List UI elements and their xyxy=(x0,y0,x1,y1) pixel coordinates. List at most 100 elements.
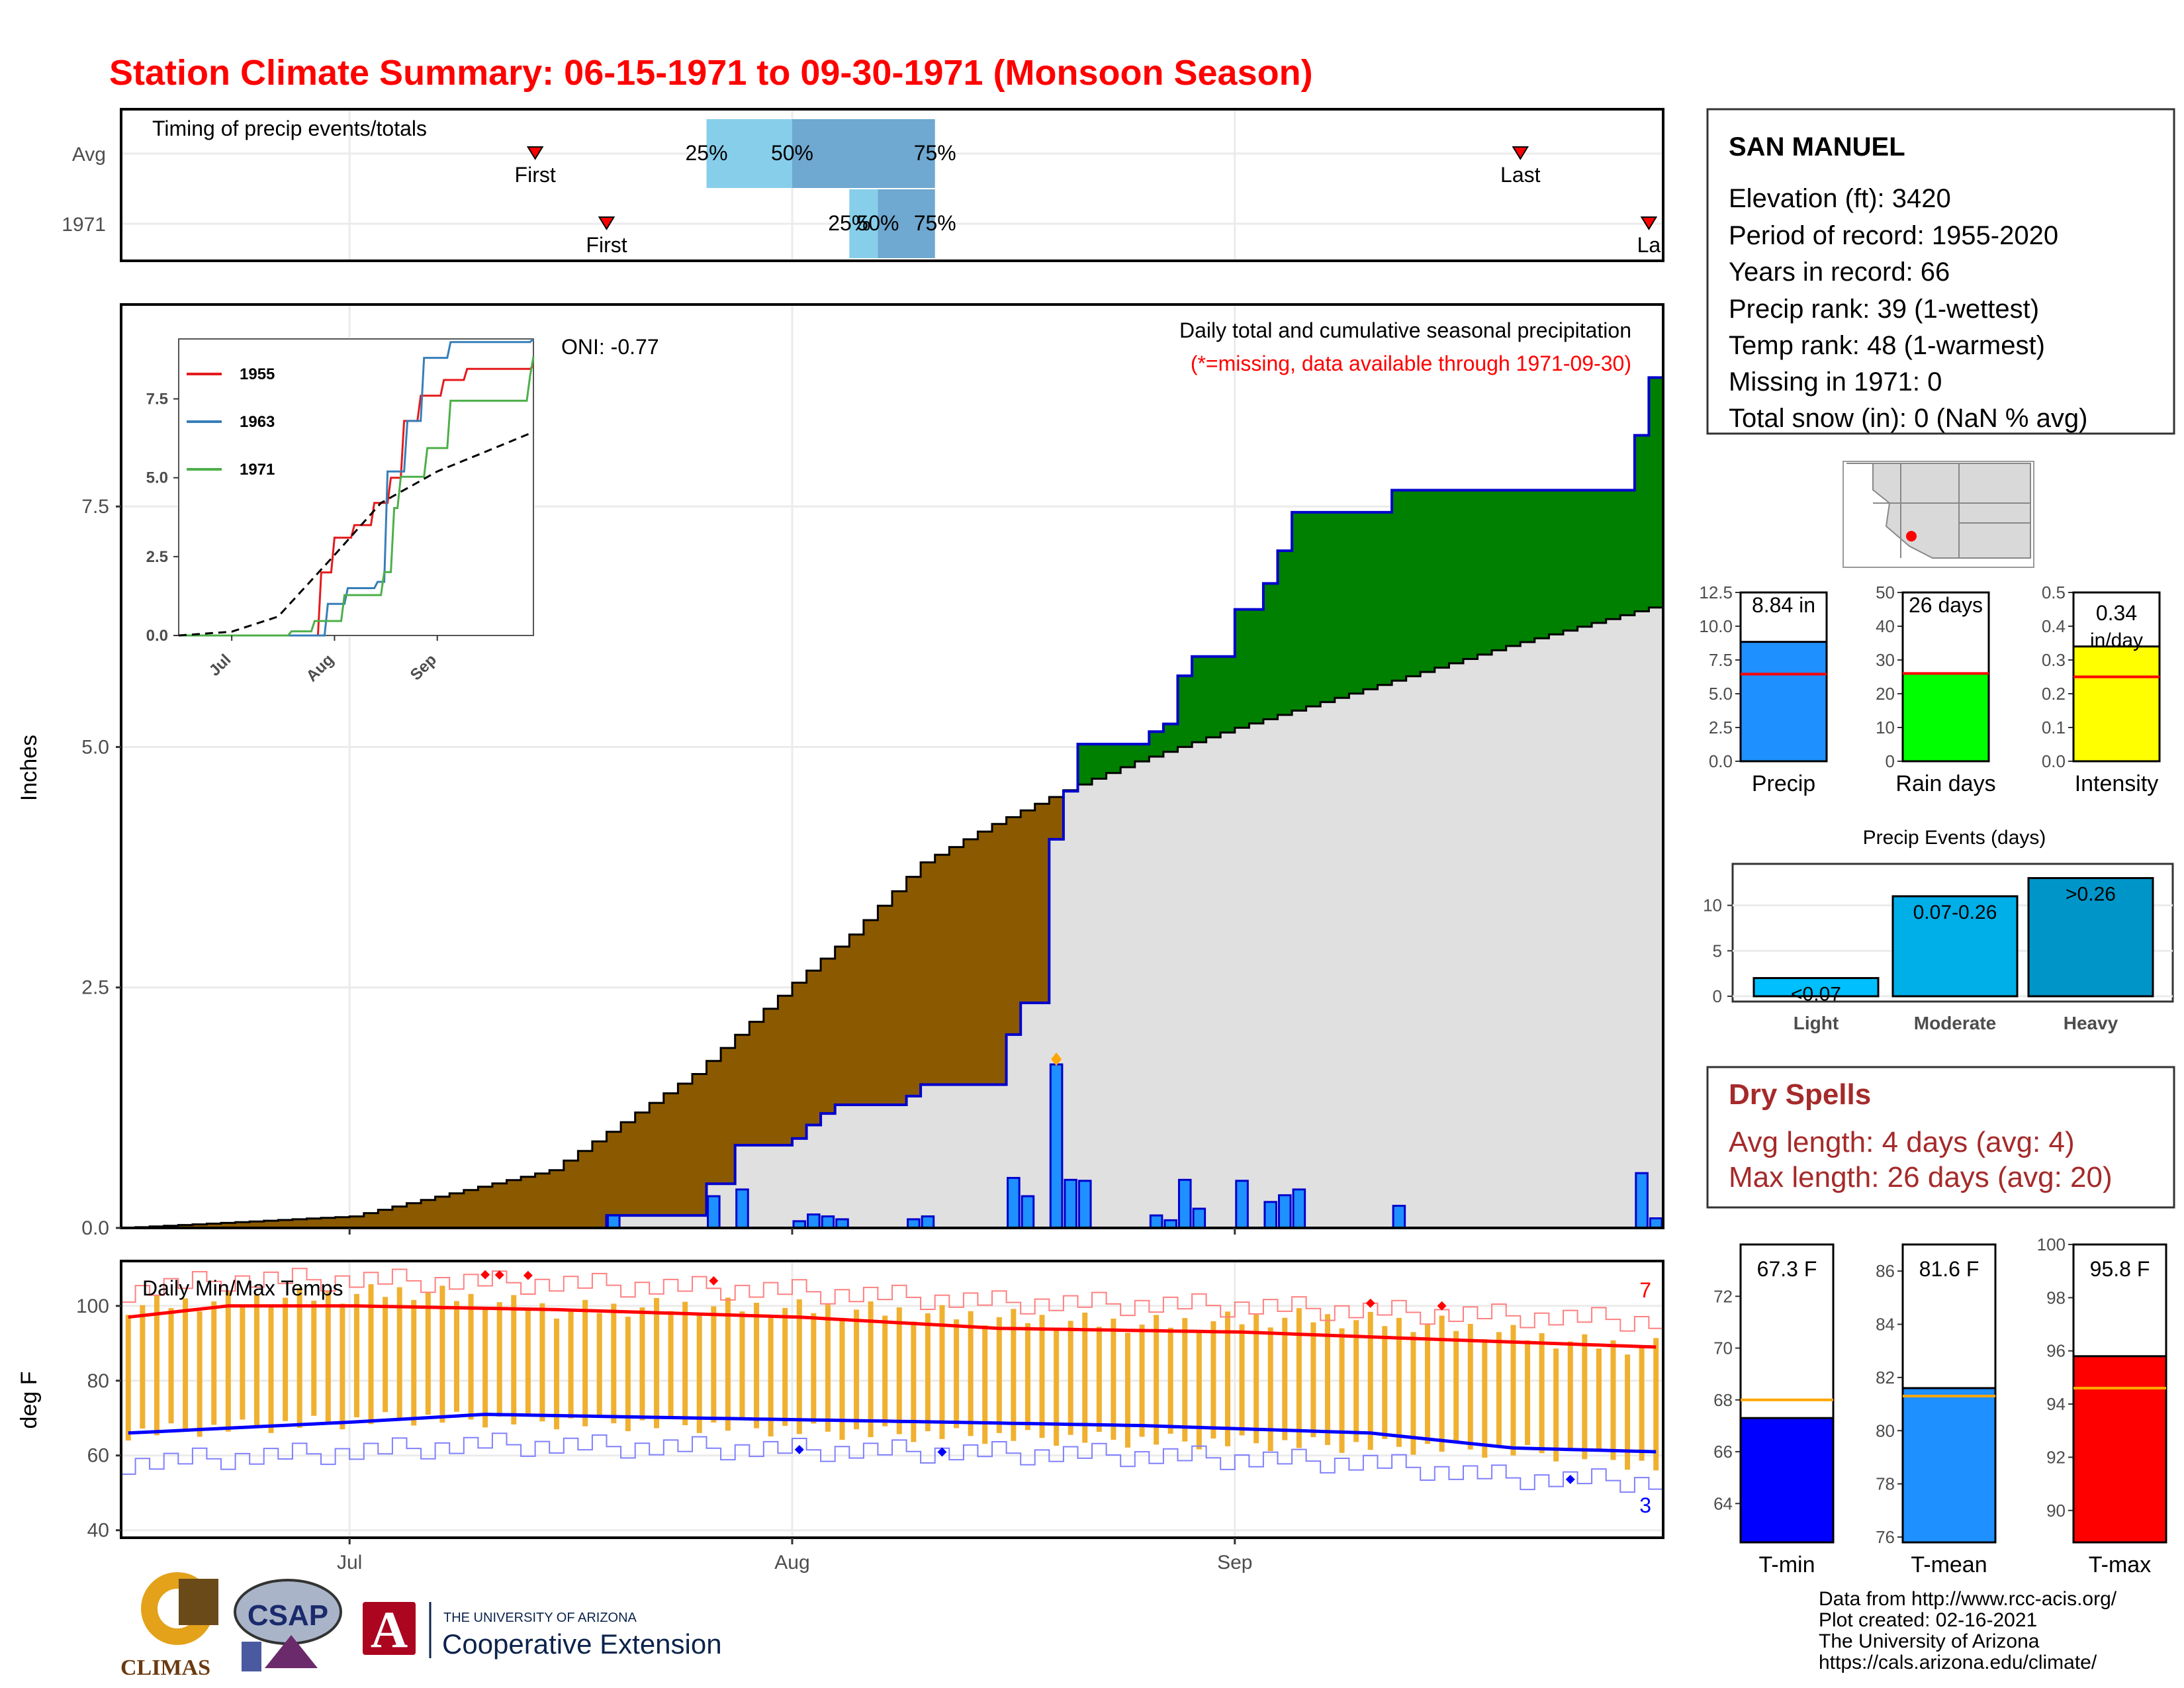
daily-temp-bar xyxy=(1553,1348,1559,1462)
daily-temp-bar xyxy=(1410,1332,1416,1455)
daily-precip-bar xyxy=(1064,1178,1077,1229)
record-high-marker xyxy=(494,1270,504,1280)
temp-summary-bar-0 xyxy=(1739,1417,1835,1544)
daily-temp-bar xyxy=(1224,1311,1230,1446)
surplus-area-segment xyxy=(1392,490,1407,681)
ua-logo: A THE UNIVERSITY OF ARIZONA Cooperative … xyxy=(363,1601,722,1660)
temp-summary-tick-label: 86 xyxy=(1876,1261,1895,1281)
timing-q25-label: 25% xyxy=(686,141,728,165)
temp-summary-tick-label: 76 xyxy=(1876,1527,1895,1547)
events-tick-label: 5 xyxy=(1713,941,1722,961)
daily-temp-bar xyxy=(982,1325,988,1444)
daily-temp-bar xyxy=(1267,1327,1273,1452)
surplus-area-segment xyxy=(1420,490,1435,673)
daily-precip-bar xyxy=(735,1188,749,1229)
timing-label: Timing of precip events/totals xyxy=(152,117,427,140)
daily-temp-bar xyxy=(411,1299,417,1426)
deficit-area-segment xyxy=(506,1180,522,1228)
daily-temp-bar xyxy=(383,1297,388,1413)
surplus-area-segment xyxy=(1649,377,1664,608)
summary-tick-label: 0.4 xyxy=(2042,616,2066,636)
info-missing: Missing in 1971: 0 xyxy=(1729,367,1942,397)
deficit-area-segment xyxy=(435,1196,450,1228)
deficit-area-segment xyxy=(578,1150,593,1228)
temp-summary-tick-label: 66 xyxy=(1713,1442,1733,1462)
summary-bar-2 xyxy=(2072,645,2161,763)
temp-summary-name: T-max xyxy=(2089,1552,2151,1577)
temp-summary-tick-label: 70 xyxy=(1713,1338,1733,1358)
deficit-area-segment xyxy=(1021,810,1036,1003)
daily-precip-bar xyxy=(1392,1205,1406,1229)
surplus-area-segment xyxy=(1334,512,1349,698)
precip-ytick-label: 0.0 xyxy=(81,1217,109,1239)
deficit-area-segment xyxy=(235,1222,250,1228)
daily-temp-bar xyxy=(911,1321,917,1442)
daily-temp-bar xyxy=(1296,1308,1302,1448)
deficit-area-segment xyxy=(635,1112,650,1216)
events-category-label: Light xyxy=(1794,1013,1839,1033)
deficit-area-segment xyxy=(192,1224,208,1228)
info-snow: Total snow (in): 0 (NaN % avg) xyxy=(1729,404,2087,433)
daily-temp-bar xyxy=(225,1291,231,1432)
summary-tick-label: 0.2 xyxy=(2042,684,2066,704)
surplus-area-segment xyxy=(1349,512,1364,694)
deficit-area-segment xyxy=(392,1206,408,1228)
daily-temp-bar xyxy=(996,1317,1002,1433)
events-bar-heavy xyxy=(2027,876,2154,998)
deficit-area-segment xyxy=(206,1223,222,1228)
precip-ytick-label: 7.5 xyxy=(81,496,109,518)
deficit-area-segment xyxy=(521,1176,536,1228)
events-tick-label: 10 xyxy=(1703,896,1722,915)
daily-temp-bar xyxy=(140,1305,146,1429)
daily-temp-bar xyxy=(1124,1333,1130,1448)
deficit-area-segment xyxy=(492,1183,508,1228)
daily-temp-bar xyxy=(1339,1328,1345,1453)
surplus-area-segment xyxy=(1620,490,1635,616)
timing-bar-50-75 xyxy=(792,119,935,188)
daily-temp-bar xyxy=(1510,1325,1516,1456)
avg-tmin-line xyxy=(128,1413,1657,1454)
deficit-area-segment xyxy=(649,1103,664,1216)
summary-tick-label: 12.5 xyxy=(1699,583,1733,602)
deficit-area-segment xyxy=(592,1141,608,1228)
record-low-line xyxy=(121,1432,1663,1493)
footer-line-4: https://cals.arizona.edu/climate/ xyxy=(1819,1652,2097,1673)
surplus-area-segment xyxy=(1077,744,1093,785)
temp-summary-value-label: 81.6 F xyxy=(1919,1257,1979,1281)
info-temp-rank: Temp rank: 48 (1-warmest) xyxy=(1729,331,2045,360)
temp-summary-tick-label: 100 xyxy=(2037,1235,2066,1254)
surplus-area-segment xyxy=(1220,656,1236,733)
events-bar-light xyxy=(1752,977,1880,998)
footer-line-3: The University of Arizona xyxy=(1819,1630,2040,1652)
deficit-area-segment xyxy=(449,1193,465,1228)
temp-summary-bars: 64 66 68 70 72 67.3 F T-min 76 78 80 82 84 86 81.6 F T… xyxy=(1713,1235,2167,1577)
surplus-area-segment xyxy=(1463,490,1479,659)
info-years: Years in record: 66 xyxy=(1729,258,1950,287)
surplus-area-segment xyxy=(1363,512,1379,690)
inset-ytick-label: 5.0 xyxy=(146,469,168,487)
daily-temp-bar xyxy=(1196,1331,1202,1450)
daily-temp-bar xyxy=(1482,1339,1488,1458)
summary-bar-value-label: 8.84 in xyxy=(1752,593,1815,617)
surplus-area-segment xyxy=(1506,490,1521,646)
ua-big-text: Cooperative Extension xyxy=(442,1628,722,1660)
daily-temp-bar xyxy=(1154,1315,1160,1445)
record-low-marker xyxy=(937,1447,947,1457)
temp-summary-tick-label: 98 xyxy=(2046,1288,2066,1307)
daily-temp-bar xyxy=(711,1306,717,1423)
events-bar-label: <0.07 xyxy=(1791,984,1841,1006)
daily-temp-bar xyxy=(568,1309,574,1419)
summary-tick-label: 0.3 xyxy=(2042,650,2066,670)
deficit-area-segment xyxy=(306,1218,322,1228)
summary-bar-0 xyxy=(1739,641,1828,763)
daily-precip-bar xyxy=(1021,1195,1035,1229)
daily-temp-bar xyxy=(1539,1333,1545,1454)
timing-last-label: La xyxy=(1637,233,1661,257)
deficit-area-segment xyxy=(721,1048,736,1184)
daily-temp-bar xyxy=(1210,1321,1216,1439)
daily-precip-bar xyxy=(1007,1176,1021,1229)
daily-temp-bar xyxy=(1182,1318,1188,1442)
deficit-area-segment xyxy=(806,970,821,1125)
ua-small-text: THE UNIVERSITY OF ARIZONA xyxy=(443,1611,637,1625)
summary-tick-label: 7.5 xyxy=(1709,650,1733,670)
